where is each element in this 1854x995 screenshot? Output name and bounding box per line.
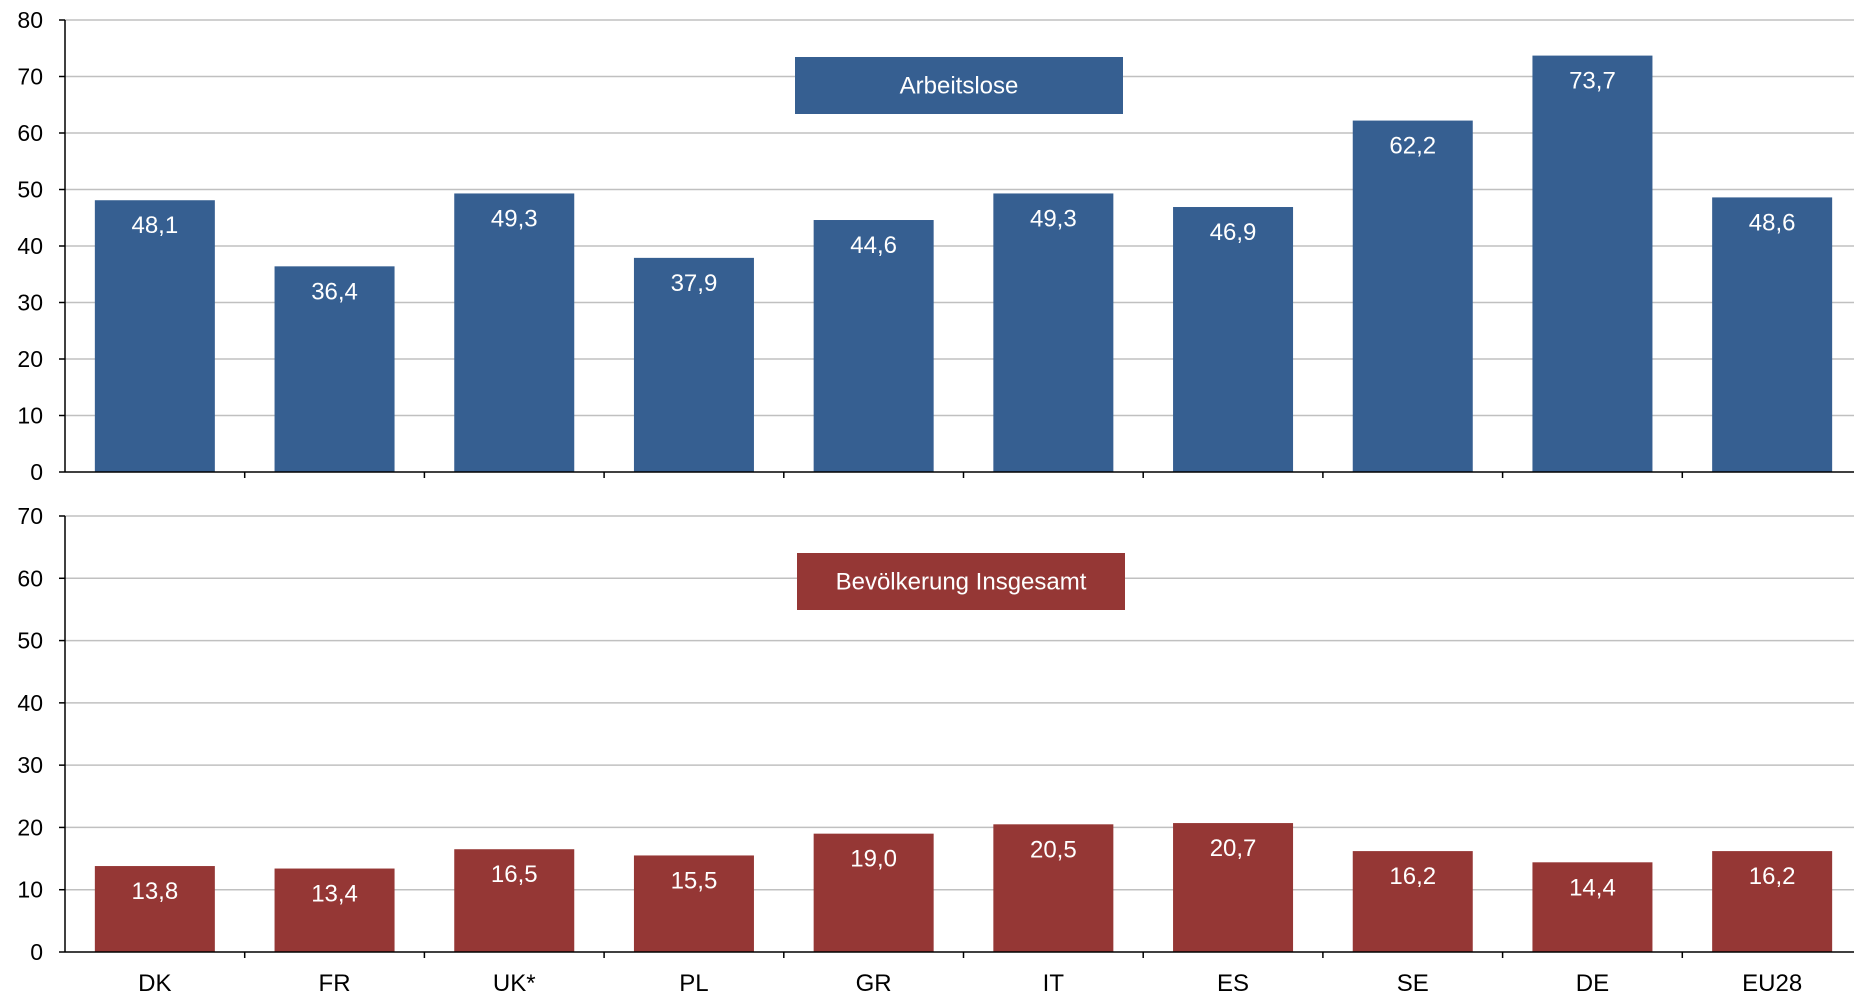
y-tick-label: 70	[17, 503, 43, 529]
bar-value-label: 36,4	[311, 278, 358, 305]
bar-value-label: 46,9	[1210, 219, 1257, 246]
bar-value-label: 16,2	[1749, 863, 1796, 890]
x-tick-label: ES	[1217, 970, 1249, 995]
bar	[94, 866, 215, 952]
bar-value-label: 20,5	[1030, 836, 1077, 863]
bar-value-label: 49,3	[491, 205, 538, 232]
y-tick-label: 60	[17, 120, 43, 146]
bar-value-label: 37,9	[671, 270, 718, 297]
bar-value-label: 73,7	[1569, 68, 1616, 95]
y-tick-label: 40	[17, 690, 43, 716]
x-tick-label: SE	[1397, 970, 1429, 995]
bar-value-label: 48,6	[1749, 209, 1796, 236]
bar	[813, 220, 934, 472]
bar	[813, 833, 934, 952]
x-tick-label: PL	[679, 970, 708, 995]
bar-value-label: 44,6	[850, 232, 897, 259]
y-tick-label: 60	[17, 565, 43, 591]
y-tick-label: 20	[17, 346, 43, 372]
y-tick-label: 40	[17, 233, 43, 259]
bar-value-label: 20,7	[1210, 835, 1257, 862]
x-tick-label: DE	[1576, 970, 1609, 995]
bar	[993, 824, 1114, 952]
y-tick-label: 10	[17, 403, 43, 429]
bar-value-label: 16,2	[1389, 863, 1436, 890]
x-tick-label: UK*	[493, 970, 536, 995]
bar-value-label: 13,4	[311, 881, 358, 908]
x-tick-label: FR	[319, 970, 351, 995]
y-tick-label: 80	[17, 7, 43, 33]
bar	[1712, 851, 1833, 952]
panel-title: Arbeitslose	[900, 73, 1019, 100]
bar	[1712, 197, 1833, 472]
bar	[94, 200, 215, 473]
bar-value-label: 13,8	[131, 878, 178, 905]
bar	[1352, 120, 1473, 472]
bar	[1532, 55, 1653, 472]
panel-title-box	[795, 57, 1123, 114]
bar	[1173, 823, 1294, 952]
bar-value-label: 49,3	[1030, 205, 1077, 232]
x-tick-label: EU28	[1742, 970, 1802, 995]
bar-value-label: 16,5	[491, 861, 538, 888]
y-tick-label: 50	[17, 628, 43, 654]
y-tick-label: 30	[17, 752, 43, 778]
y-tick-label: 70	[17, 64, 43, 90]
y-tick-label: 0	[30, 939, 43, 965]
panel-title-box	[797, 553, 1125, 610]
bar	[1532, 862, 1653, 952]
y-tick-label: 50	[17, 177, 43, 203]
x-tick-label: IT	[1043, 970, 1065, 995]
bar	[274, 868, 395, 952]
bar	[633, 855, 754, 952]
bar	[1173, 207, 1294, 472]
bar-value-label: 48,1	[131, 212, 178, 239]
panel-title: Bevölkerung Insgesamt	[836, 569, 1087, 596]
y-tick-label: 10	[17, 877, 43, 903]
bar	[274, 266, 395, 472]
x-tick-label: GR	[856, 970, 892, 995]
bar	[993, 193, 1114, 472]
bar-value-label: 19,0	[850, 846, 897, 873]
bar	[633, 257, 754, 472]
y-tick-label: 30	[17, 290, 43, 316]
bar	[454, 849, 575, 952]
bar	[454, 193, 575, 472]
bar-value-label: 15,5	[671, 867, 718, 894]
x-tick-label: DK	[138, 970, 171, 995]
bar-value-label: 14,4	[1569, 874, 1616, 901]
bar	[1352, 851, 1473, 952]
y-tick-label: 20	[17, 814, 43, 840]
bar-value-label: 62,2	[1389, 133, 1436, 160]
y-tick-label: 0	[30, 459, 43, 485]
